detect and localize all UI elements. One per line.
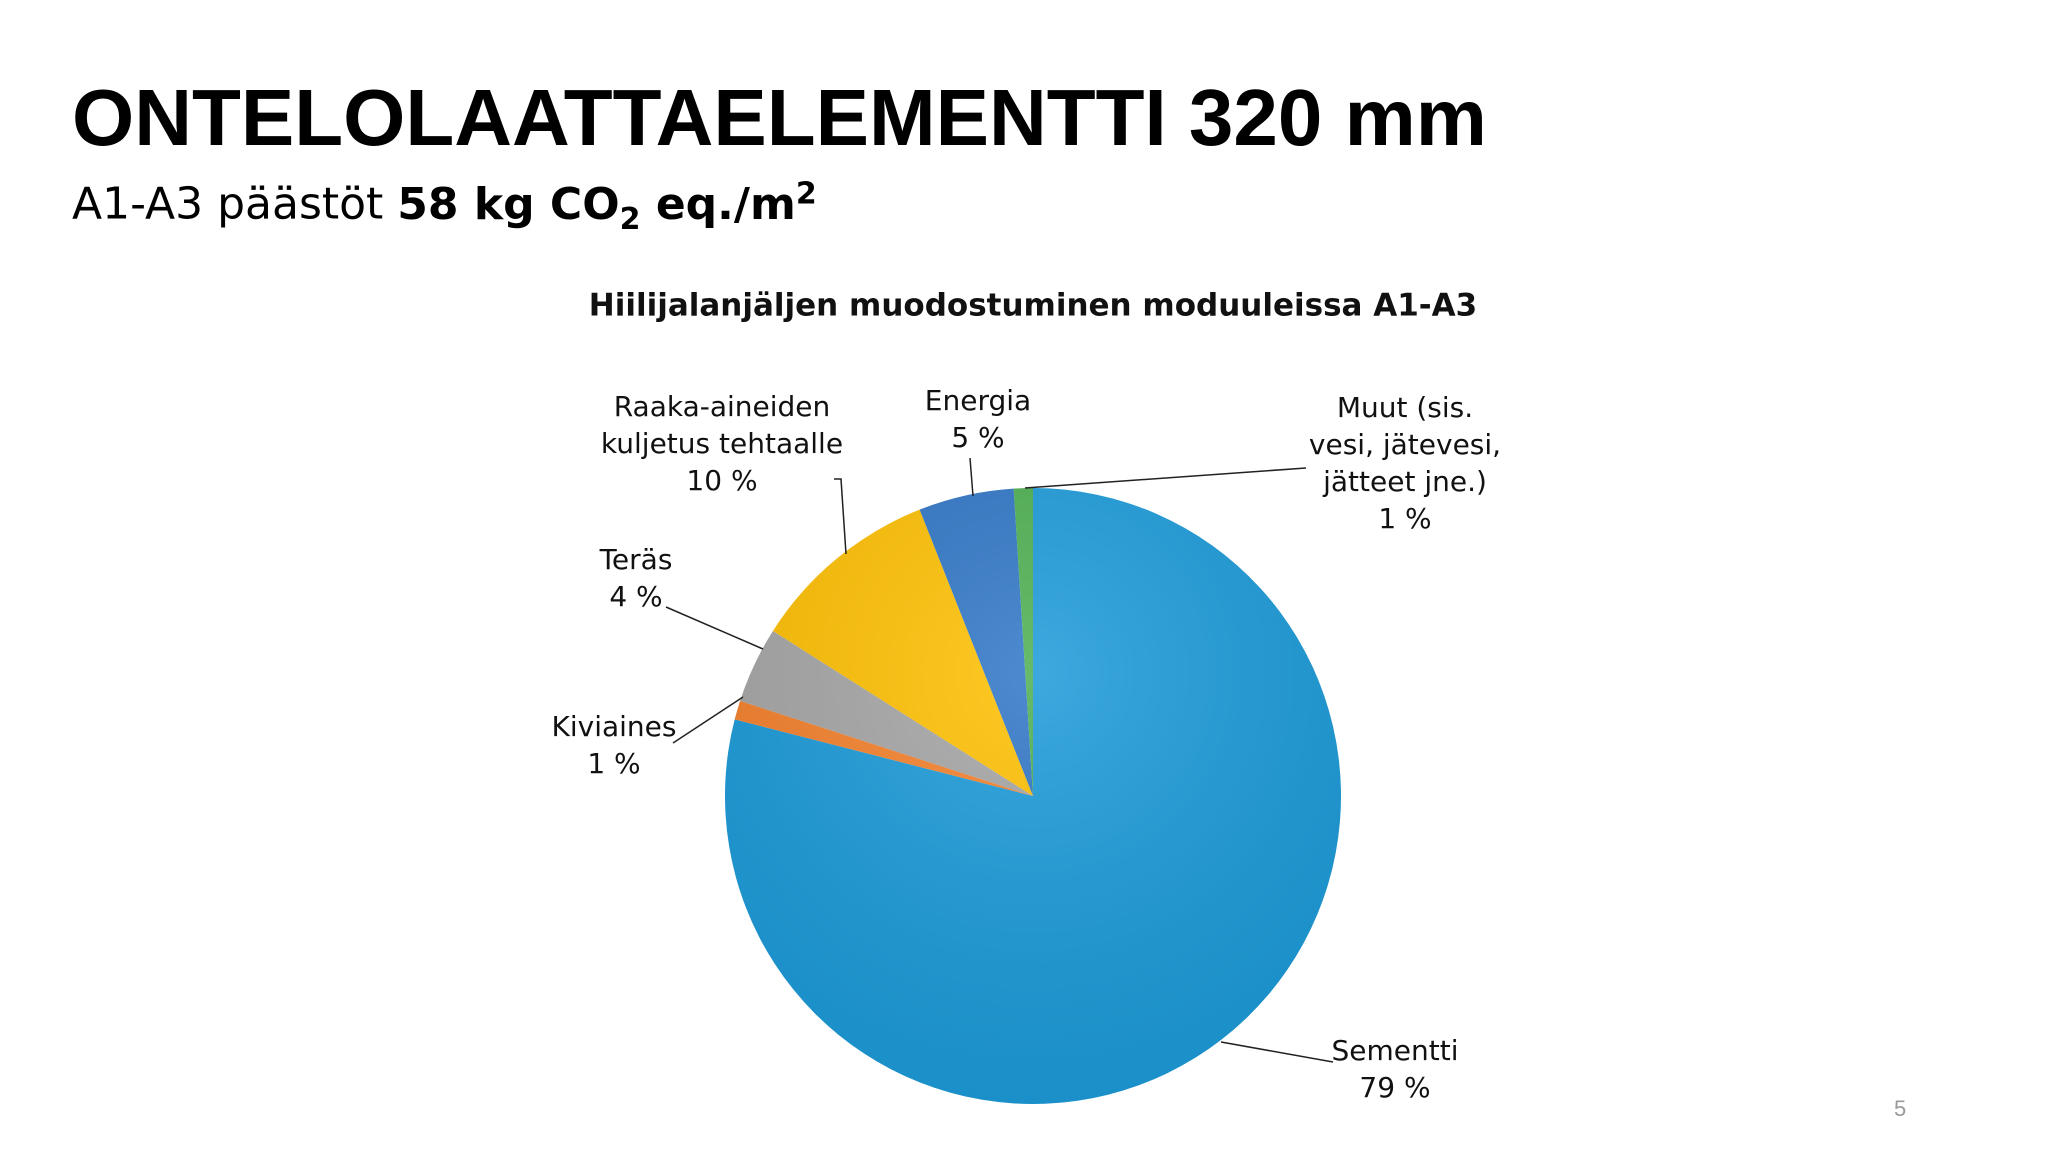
leader-line: [672, 696, 744, 744]
slice-label: kuljetus tehtaalle: [601, 427, 843, 460]
slice-value-label: 4 %: [609, 580, 662, 613]
leader-line: [834, 478, 847, 555]
slide-subtitle: A1-A3 päästöt 58 kg CO2 eq./m2: [72, 176, 817, 236]
subtitle-unit: eq./m: [655, 178, 796, 230]
subscript: 2: [619, 201, 641, 237]
subtitle-amount-group: 58 kg CO2 eq./m2: [397, 176, 817, 236]
slice-value-label: 1 %: [1378, 502, 1431, 535]
superscript: 2: [795, 176, 817, 211]
slice-label: Sementti: [1332, 1034, 1459, 1067]
slice-value-label: 10 %: [686, 464, 757, 497]
slice-label: Teräs: [599, 543, 673, 576]
page-number: 5: [1894, 1096, 1907, 1121]
slice-label: Energia: [925, 384, 1031, 417]
leader-line: [1024, 467, 1307, 489]
subtitle-prefix: A1-A3 päästöt: [72, 178, 384, 230]
slice-label: Kiviaines: [552, 710, 677, 743]
chart-title: Hiilijalanjäljen muodostuminen moduuleis…: [589, 288, 1477, 324]
slice-label: Raaka-aineiden: [614, 390, 831, 423]
slide-title: ONTELOLAATTAELEMENTTI 320 mm: [72, 73, 1487, 162]
slice-label: jätteet jne.): [1322, 465, 1487, 498]
slice-label: vesi, jätevesi,: [1309, 428, 1501, 461]
leader-line: [665, 606, 764, 650]
slice-value-label: 1 %: [587, 747, 640, 780]
leader-line: [1220, 1041, 1334, 1063]
slice-value-label: 5 %: [951, 421, 1004, 454]
slice-value-label: 79 %: [1359, 1071, 1430, 1104]
leader-line: [969, 457, 974, 497]
subtitle-amount: 58 kg CO: [397, 178, 620, 230]
slice-label: Muut (sis.: [1337, 391, 1473, 424]
